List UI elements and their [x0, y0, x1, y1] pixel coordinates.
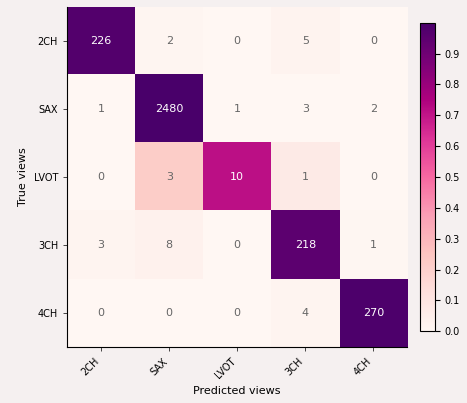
Text: 0: 0 — [234, 240, 241, 250]
Text: 2: 2 — [166, 36, 173, 46]
Text: 2: 2 — [370, 104, 377, 114]
Text: 10: 10 — [230, 172, 244, 182]
Text: 5: 5 — [302, 36, 309, 46]
Text: 0: 0 — [234, 308, 241, 318]
Text: 0: 0 — [98, 172, 105, 182]
Text: 3: 3 — [166, 172, 173, 182]
Text: 270: 270 — [363, 308, 384, 318]
Text: 0: 0 — [234, 36, 241, 46]
Text: 218: 218 — [295, 240, 316, 250]
Text: 1: 1 — [302, 172, 309, 182]
Text: 2480: 2480 — [155, 104, 184, 114]
X-axis label: Predicted views: Predicted views — [193, 386, 281, 396]
Text: 226: 226 — [91, 36, 112, 46]
Text: 1: 1 — [98, 104, 105, 114]
Text: 8: 8 — [166, 240, 173, 250]
Text: 1: 1 — [234, 104, 241, 114]
Text: 0: 0 — [370, 172, 377, 182]
Text: 0: 0 — [98, 308, 105, 318]
Text: 0: 0 — [166, 308, 173, 318]
Y-axis label: True views: True views — [18, 147, 28, 206]
Text: 1: 1 — [370, 240, 377, 250]
Text: 4: 4 — [302, 308, 309, 318]
Text: 3: 3 — [302, 104, 309, 114]
Text: 0: 0 — [370, 36, 377, 46]
Text: 3: 3 — [98, 240, 105, 250]
